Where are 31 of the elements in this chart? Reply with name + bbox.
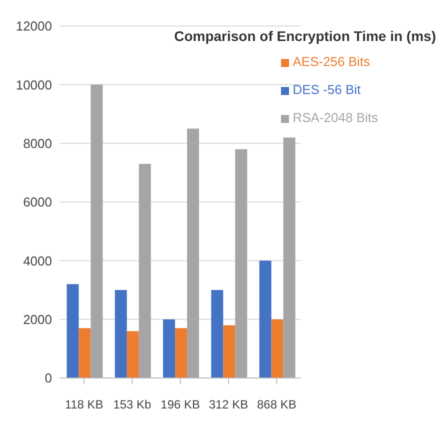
bar <box>66 284 79 378</box>
bar <box>223 325 236 378</box>
x-tick-label: 118 KB <box>64 398 104 412</box>
y-tick-label: 10000 <box>16 77 52 92</box>
bar <box>163 319 176 378</box>
bar <box>235 149 248 378</box>
bar <box>211 290 224 378</box>
legend-label: AES-256 Bits <box>292 54 370 69</box>
x-tick-label: 196 KB <box>160 398 200 412</box>
y-tick-label: 6000 <box>23 194 52 210</box>
y-tick-label: 4000 <box>23 253 52 268</box>
chart-title: Comparison of Encryption Time in (ms) <box>174 28 436 44</box>
bar <box>283 137 296 378</box>
bar <box>187 128 200 378</box>
bar <box>271 319 284 378</box>
bar <box>138 164 151 378</box>
bar <box>114 290 127 378</box>
x-tick-label: 868 KB <box>256 398 296 412</box>
legend-label: DES -56 Bit <box>292 82 361 97</box>
x-tick-label: 153 Kb <box>113 398 152 412</box>
y-tick-label: 0 <box>44 370 52 386</box>
bar <box>259 260 272 378</box>
bar <box>78 328 91 378</box>
bar <box>90 84 103 378</box>
bar <box>126 331 139 378</box>
y-tick-label: 2000 <box>23 312 52 327</box>
bar <box>175 328 188 378</box>
y-tick-label: 8000 <box>23 136 52 151</box>
y-tick-label: 12000 <box>16 18 52 34</box>
x-tick-label: 312 KB <box>208 398 248 412</box>
legend-label: RSA-2048 Bits <box>292 110 378 125</box>
